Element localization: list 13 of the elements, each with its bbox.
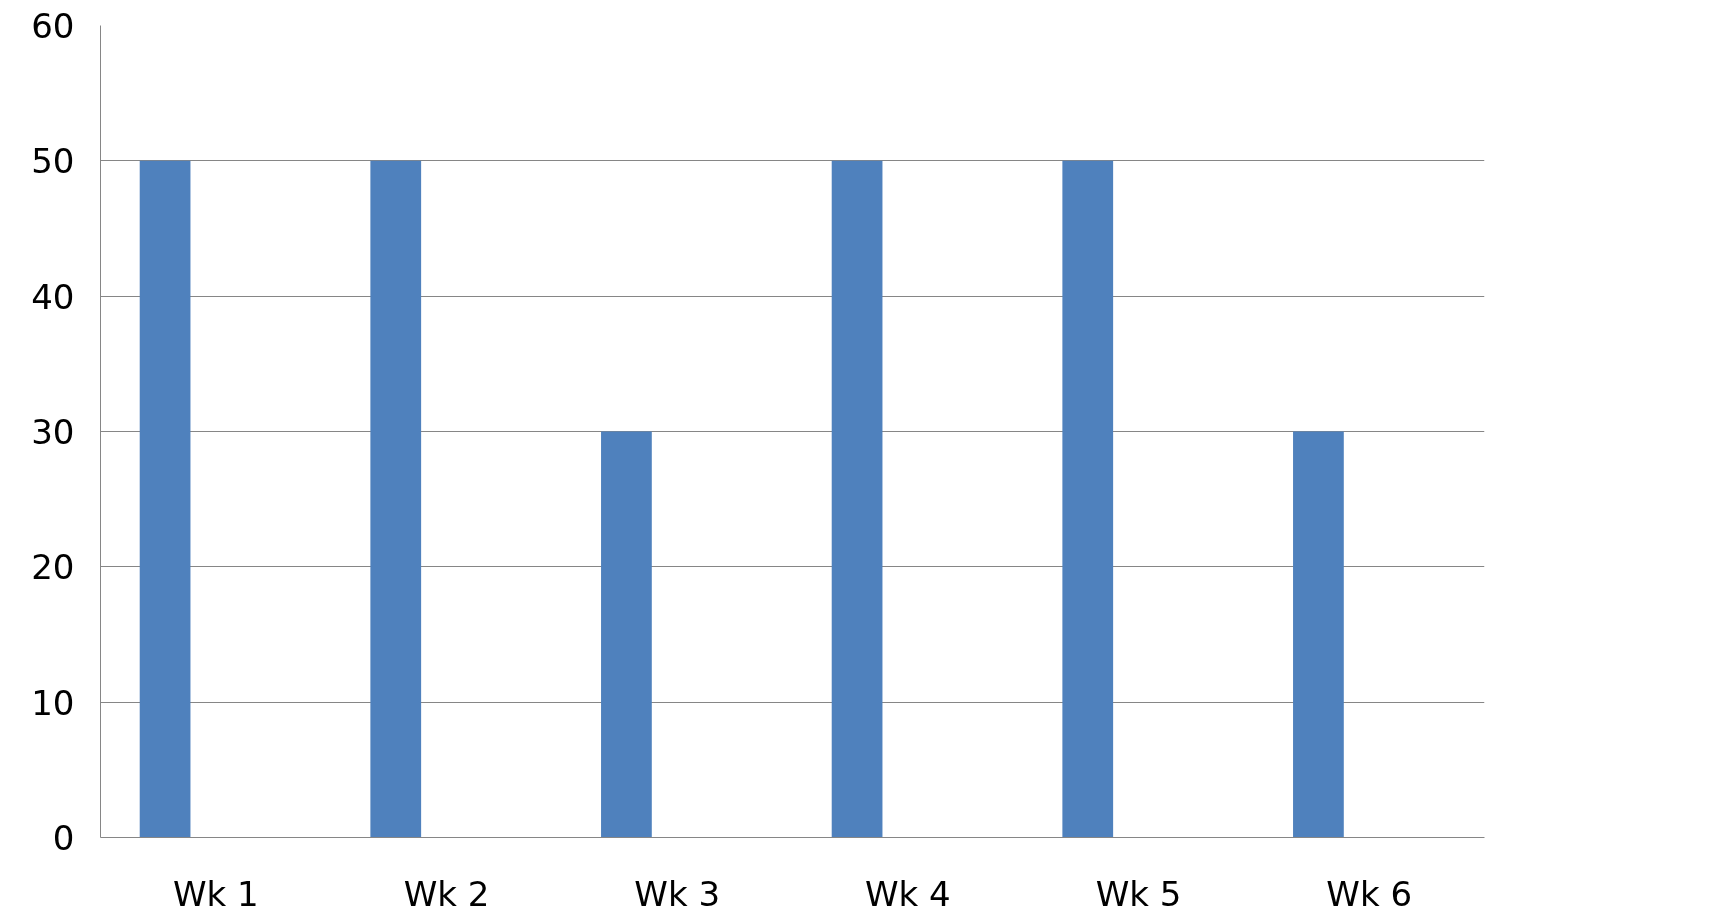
y-tick-label: 60 <box>31 6 75 46</box>
y-tick-label: 40 <box>31 276 75 317</box>
x-tick-label: Wk 3 <box>634 873 721 914</box>
y-tick-label: 50 <box>31 141 75 182</box>
y-tick-label: 10 <box>31 682 75 723</box>
y-tick-label: 30 <box>31 412 75 452</box>
x-tick-label: Wk 6 <box>1326 873 1413 914</box>
y-tick-label: 20 <box>31 547 75 588</box>
x-tick-label: Wk 5 <box>1095 873 1182 914</box>
x-tick-label: Wk 2 <box>403 873 490 914</box>
x-tick-label: Wk 4 <box>864 873 951 914</box>
y-tick-label: 0 <box>52 818 75 858</box>
x-tick-label: Wk 1 <box>172 873 259 914</box>
